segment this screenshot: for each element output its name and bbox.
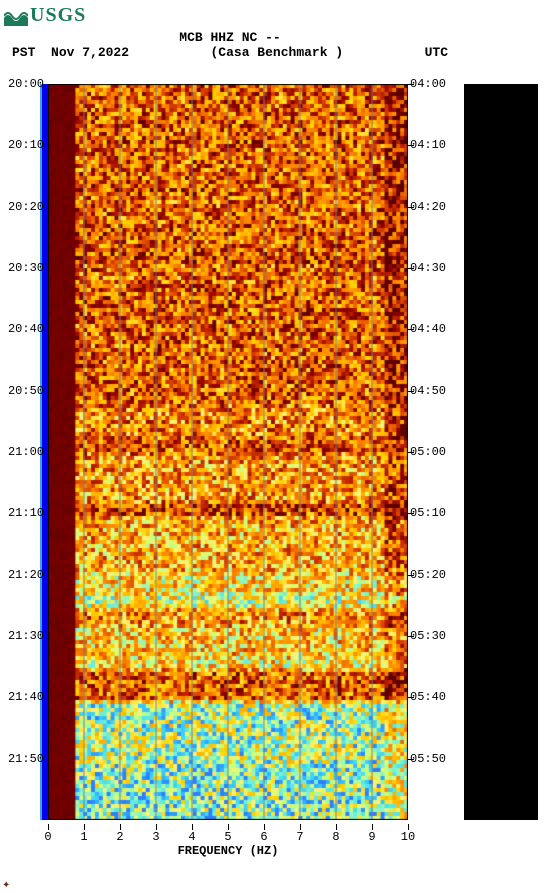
x-tick-label: 9 xyxy=(368,830,375,844)
x-tick-label: 8 xyxy=(332,830,339,844)
y-right-label: 05:10 xyxy=(410,506,460,520)
y-right-label: 04:30 xyxy=(410,261,460,275)
y-right-tick xyxy=(408,513,414,514)
y-right-label: 05:40 xyxy=(410,690,460,704)
y-left-label: 21:20 xyxy=(0,568,44,582)
x-axis: FREQUENCY (HZ) 012345678910 xyxy=(48,824,408,864)
x-tick-label: 5 xyxy=(224,830,231,844)
y-right-label: 05:30 xyxy=(410,629,460,643)
usgs-logo: USGS xyxy=(4,4,86,27)
y-right-label: 04:40 xyxy=(410,322,460,336)
y-right-tick xyxy=(408,697,414,698)
y-right-tick xyxy=(408,452,414,453)
y-right-label: 05:50 xyxy=(410,752,460,766)
y-right-label: 04:50 xyxy=(410,384,460,398)
y-right-tick xyxy=(408,575,414,576)
logo-text: USGS xyxy=(30,4,86,27)
x-tick-label: 10 xyxy=(401,830,415,844)
station-title: MCB HHZ NC -- xyxy=(0,30,460,45)
y-right-label: 04:00 xyxy=(410,77,460,91)
spectrogram-canvas xyxy=(48,84,408,820)
y-right-tick xyxy=(408,268,414,269)
colorbar-black xyxy=(464,84,538,820)
y-left-label: 20:20 xyxy=(0,200,44,214)
y-right-tick xyxy=(408,391,414,392)
y-right-label: 04:10 xyxy=(410,138,460,152)
y-right-tick xyxy=(408,84,414,85)
left-tz: PST xyxy=(12,45,35,60)
x-tick-label: 7 xyxy=(296,830,303,844)
spectrogram-plot xyxy=(48,84,408,820)
y-left-label: 20:30 xyxy=(0,261,44,275)
date: Nov 7,2022 xyxy=(51,45,129,60)
y-right-tick xyxy=(408,636,414,637)
x-axis-title: FREQUENCY (HZ) xyxy=(48,844,408,858)
x-tick-label: 6 xyxy=(260,830,267,844)
y-left-label: 21:10 xyxy=(0,506,44,520)
right-tz: UTC xyxy=(425,45,448,60)
corner-mark: ✦ xyxy=(2,880,10,891)
y-left-label: 20:00 xyxy=(0,77,44,91)
x-tick-label: 4 xyxy=(188,830,195,844)
y-right-tick xyxy=(408,207,414,208)
y-right-tick xyxy=(408,759,414,760)
wave-icon xyxy=(4,6,28,26)
y-left-label: 21:40 xyxy=(0,690,44,704)
y-right-label: 05:20 xyxy=(410,568,460,582)
x-tick-label: 1 xyxy=(80,830,87,844)
y-right-label: 04:20 xyxy=(410,200,460,214)
x-tick-label: 2 xyxy=(116,830,123,844)
y-left-label: 20:40 xyxy=(0,322,44,336)
x-tick-label: 3 xyxy=(152,830,159,844)
y-right-tick xyxy=(408,329,414,330)
x-tick-label: 0 xyxy=(44,830,51,844)
y-left-label: 20:10 xyxy=(0,138,44,152)
y-right-label: 05:00 xyxy=(410,445,460,459)
y-left-label: 21:00 xyxy=(0,445,44,459)
subtitle: (Casa Benchmark ) xyxy=(211,45,344,60)
y-left-label: 21:30 xyxy=(0,629,44,643)
y-right-tick xyxy=(408,145,414,146)
y-left-label: 20:50 xyxy=(0,384,44,398)
chart-header: MCB HHZ NC -- PST Nov 7,2022 (Casa Bench… xyxy=(0,30,460,60)
y-left-label: 21:50 xyxy=(0,752,44,766)
